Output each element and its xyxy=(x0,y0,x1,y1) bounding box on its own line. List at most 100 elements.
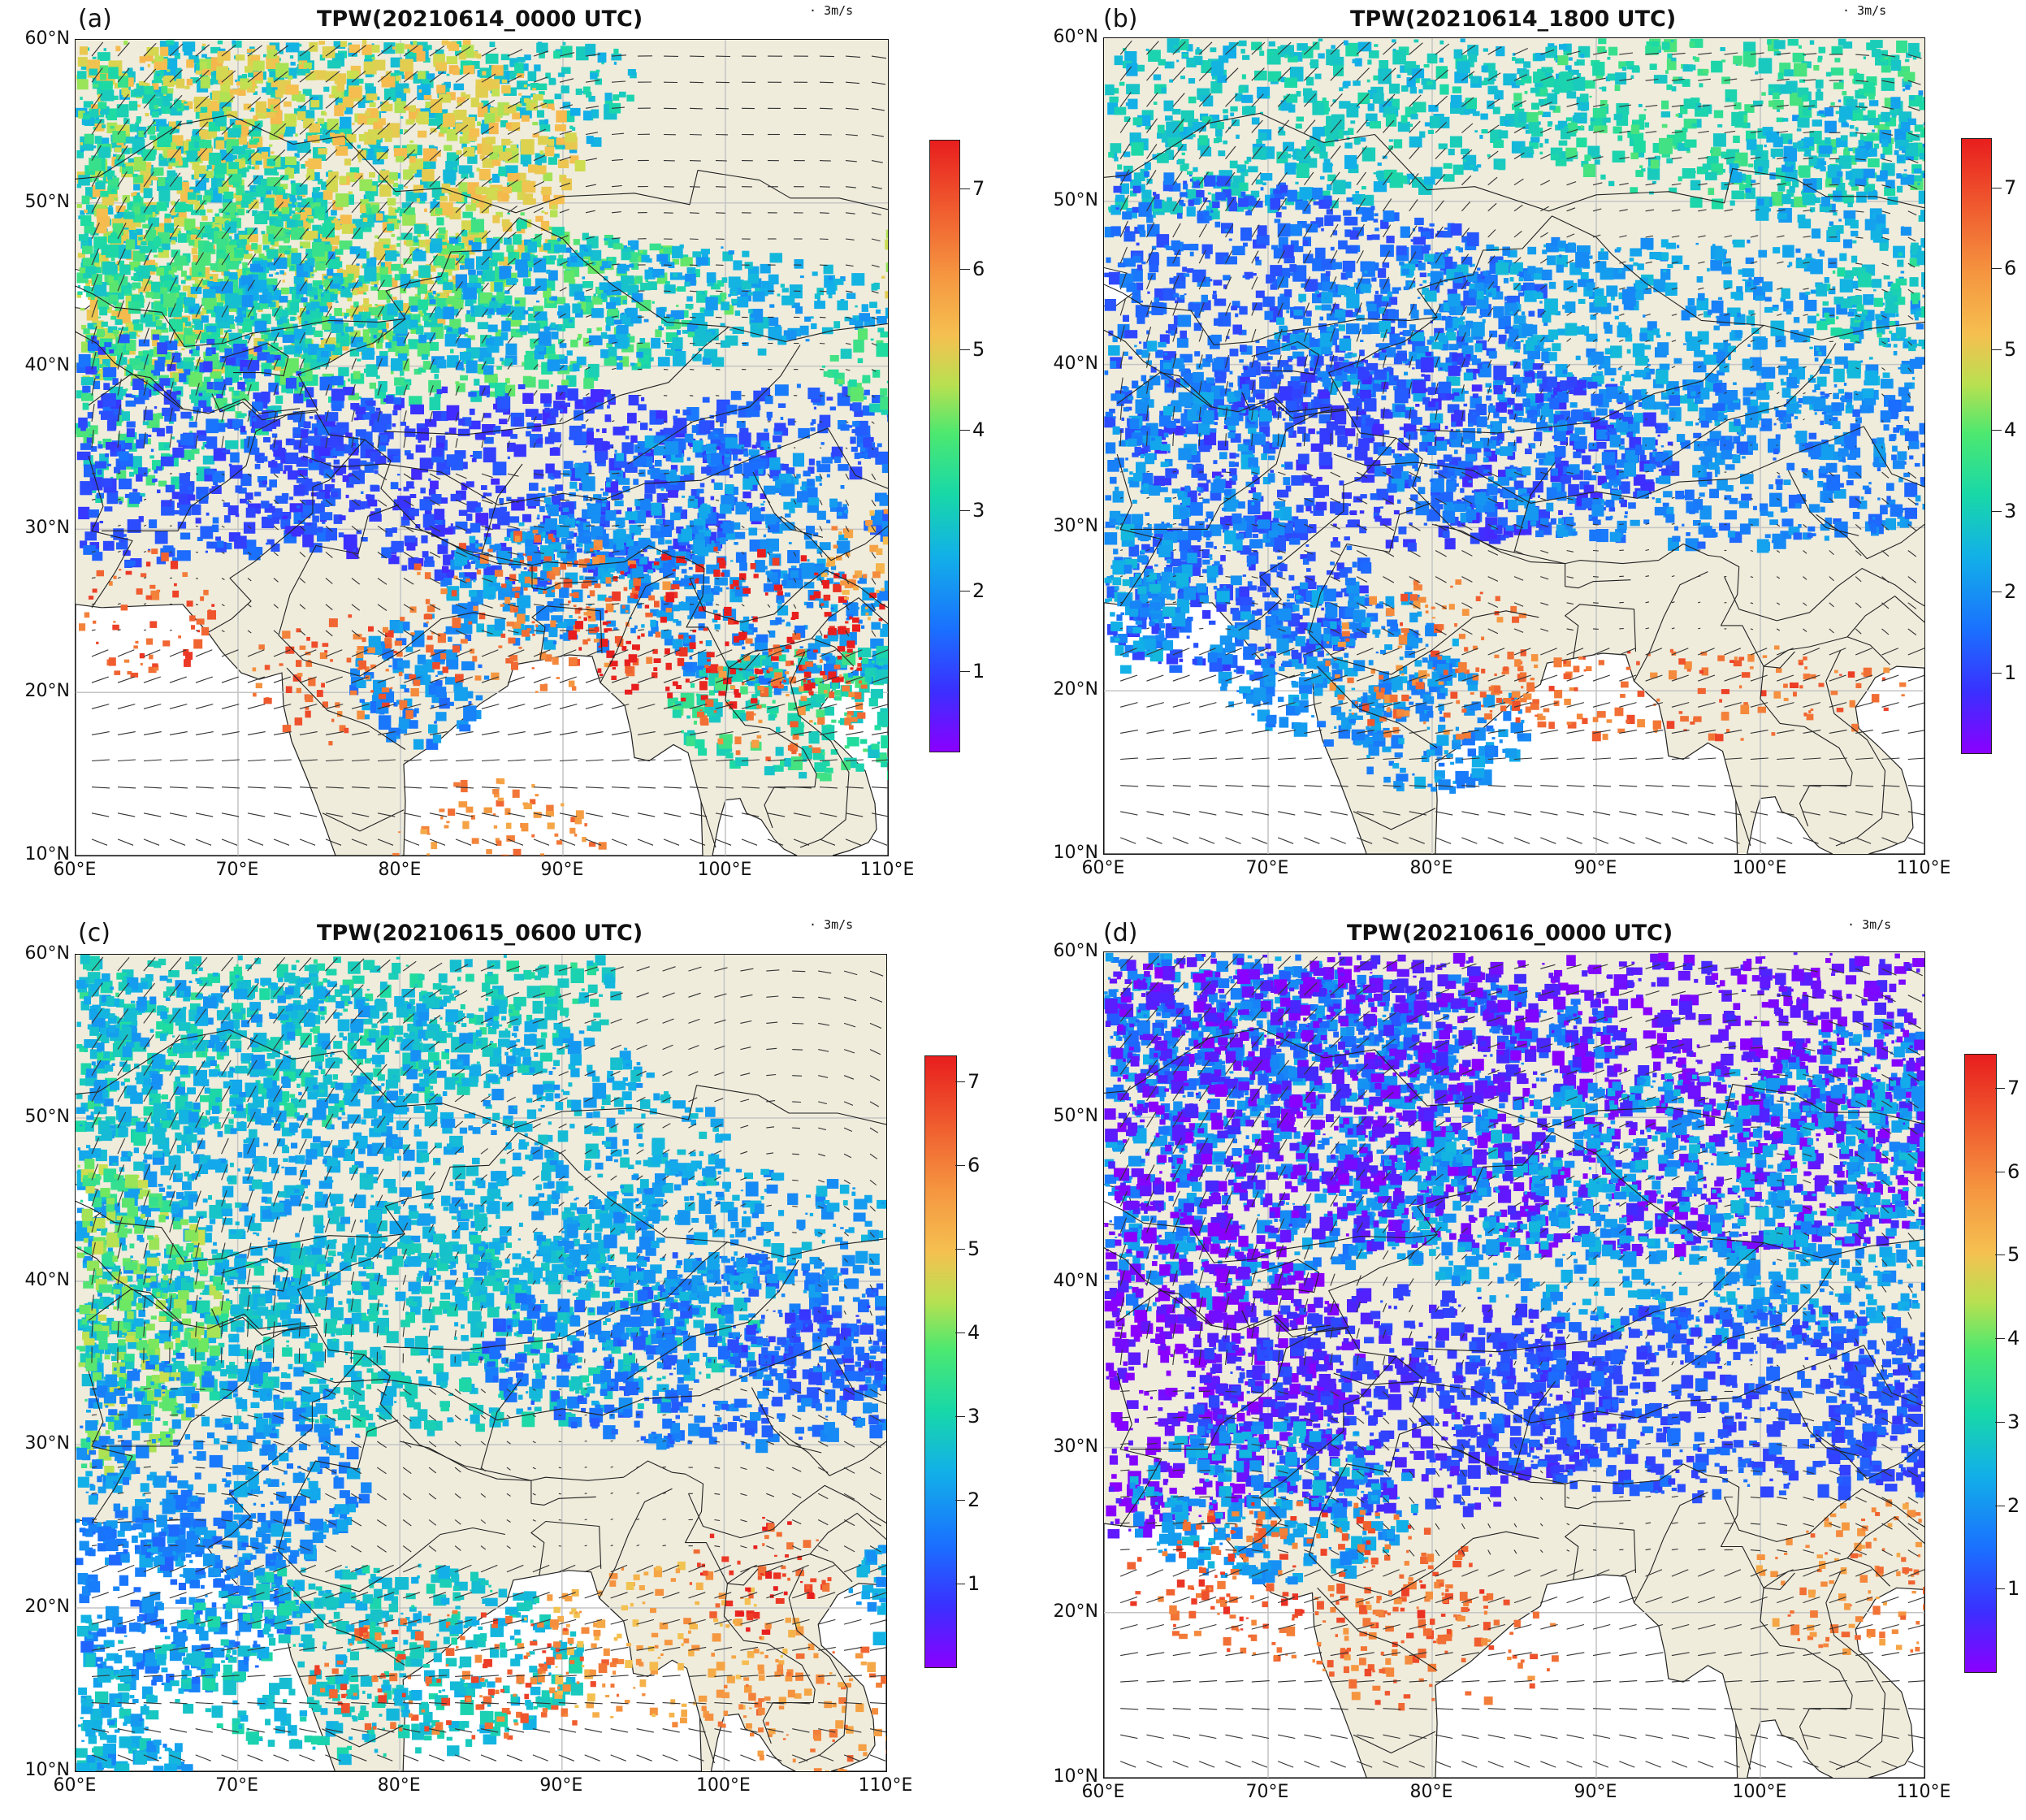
ocean-south-china-sea xyxy=(817,1583,886,1771)
colorbar-tick: 4 xyxy=(959,418,985,441)
panel-b: (b) TPW(20210614_1800 UTC) · 3m/s 60°N 50… xyxy=(1025,0,2026,910)
longitude-label: 80°E xyxy=(354,1775,444,1796)
colorbar-tick: 7 xyxy=(955,1070,980,1093)
panel-tag: (a) xyxy=(78,5,112,33)
latitude-label: 50°N xyxy=(5,192,70,212)
panel-title: TPW(20210616_0000 UTC) xyxy=(1347,921,1673,946)
latitude-label: 40°N xyxy=(1033,353,1098,374)
wind-scale-label: · 3m/s xyxy=(1842,3,1886,18)
colorbar-tick: 5 xyxy=(955,1237,980,1260)
colorbar-tick: 2 xyxy=(1991,580,2016,603)
ocean-south-china-sea xyxy=(1855,665,1924,854)
longitude-label: 110°E xyxy=(1879,1782,1968,1802)
longitude-label: 110°E xyxy=(1879,858,1968,878)
longitude-label: 90°E xyxy=(517,1775,606,1796)
ocean-south-china-sea xyxy=(1855,1587,1924,1778)
longitude-label: 70°E xyxy=(1223,1782,1312,1802)
country-borders xyxy=(1104,112,1924,847)
panel-tag: (c) xyxy=(78,919,110,947)
latitude-label: 30°N xyxy=(5,518,70,538)
colorbar-tick: 7 xyxy=(959,177,985,200)
colorbar-tick: 3 xyxy=(959,499,985,522)
map-frame[interactable] xyxy=(1103,37,1925,855)
colorbar-tick: 3 xyxy=(955,1405,980,1428)
colorbar-tick: 5 xyxy=(1991,338,2016,361)
longitude-label: 100°E xyxy=(680,860,769,880)
latitude-label: 50°N xyxy=(1033,1106,1098,1126)
latitude-label: 20°N xyxy=(1033,679,1098,700)
colorbar-tick: 6 xyxy=(955,1154,980,1176)
latitude-label: 10°N xyxy=(5,1760,70,1780)
longitude-label: 80°E xyxy=(1387,1782,1476,1802)
tpw-field xyxy=(76,955,886,1771)
latitude-label: 60°N xyxy=(5,943,70,964)
longitude-label: 90°E xyxy=(1551,1782,1640,1802)
panel-title: TPW(20210614_1800 UTC) xyxy=(1350,6,1676,32)
latitude-label: 50°N xyxy=(1033,190,1098,210)
latitude-label: 20°N xyxy=(1033,1601,1098,1622)
panel-c: (c) TPW(20210615_0600 UTC) · 3m/s 60°N 50… xyxy=(0,914,1013,1820)
panel-tag: (d) xyxy=(1103,919,1137,947)
longitude-label: 70°E xyxy=(1223,858,1312,878)
map-canvas xyxy=(76,40,888,856)
colorbar-tick: 6 xyxy=(1991,257,2016,280)
longitude-label: 70°E xyxy=(193,1775,282,1796)
map-canvas xyxy=(1104,952,1924,1778)
longitude-label: 100°E xyxy=(678,1775,768,1796)
longitude-label: 60°E xyxy=(30,860,119,880)
map-frame[interactable] xyxy=(75,39,889,856)
colorbar-tick: 6 xyxy=(959,258,985,280)
wind-scale-label: · 3m/s xyxy=(809,917,853,932)
colorbar-tick: 7 xyxy=(1994,1077,2020,1099)
colorbar-tick: 5 xyxy=(959,338,985,361)
latitude-label: 40°N xyxy=(5,355,70,375)
colorbar-tick: 1 xyxy=(1994,1577,2020,1600)
colorbar: 1 2 3 4 5 6 7 xyxy=(929,140,985,752)
wind-vectors xyxy=(91,956,886,1762)
colorbar-tick: 3 xyxy=(1991,500,2016,522)
colorbar-tick: 2 xyxy=(1994,1494,2020,1517)
longitude-label: 90°E xyxy=(1551,858,1640,878)
colorbar-tick: 4 xyxy=(1991,418,2016,441)
colorbar-tick: 6 xyxy=(1994,1160,2020,1183)
panel-d: (d) TPW(20210616_0000 UTC) · 3m/s 60°N 50… xyxy=(1025,914,2026,1820)
longitude-label: 90°E xyxy=(517,860,607,880)
country-borders xyxy=(1104,1027,1924,1770)
colorbar-tick: 7 xyxy=(1991,176,2016,199)
panel-title: TPW(20210614_0000 UTC) xyxy=(317,6,643,32)
map-frame[interactable] xyxy=(1103,951,1925,1779)
tpw-field xyxy=(76,40,888,856)
latitude-label: 40°N xyxy=(1033,1271,1098,1291)
map-frame[interactable] xyxy=(75,954,887,1772)
longitude-label: 100°E xyxy=(1715,858,1804,878)
ocean-gulf-of-thailand xyxy=(1747,796,1833,854)
map-canvas xyxy=(1104,38,1924,854)
map-canvas xyxy=(76,955,886,1771)
latitude-label: 60°N xyxy=(5,28,70,49)
latitude-label: 50°N xyxy=(5,1107,70,1127)
ocean-gulf-of-thailand xyxy=(1747,1719,1833,1778)
longitude-label: 110°E xyxy=(842,860,932,880)
panel-tag: (b) xyxy=(1103,5,1137,33)
latitude-label: 30°N xyxy=(1033,1436,1098,1457)
colorbar-tick: 2 xyxy=(959,579,985,602)
colorbar-tick: 1 xyxy=(959,660,985,682)
latitude-label: 60°N xyxy=(1033,941,1098,961)
longitude-label: 110°E xyxy=(841,1775,930,1796)
colorbar-tick: 1 xyxy=(955,1572,980,1595)
tpw-field xyxy=(1104,38,1924,794)
tpw-field xyxy=(1104,952,1924,1711)
colorbar: 1 2 3 4 5 6 7 xyxy=(924,1055,980,1668)
longitude-label: 80°E xyxy=(1387,858,1476,878)
colorbar-tick: 3 xyxy=(1994,1410,2020,1433)
ocean-gulf-of-thailand xyxy=(712,798,798,856)
ocean-gulf-of-thailand xyxy=(710,1714,796,1771)
latitude-label: 10°N xyxy=(5,844,70,864)
colorbar-tick: 4 xyxy=(1994,1327,2020,1350)
ocean-indian xyxy=(76,604,703,856)
longitude-label: 60°E xyxy=(1058,1782,1148,1802)
latitude-label: 10°N xyxy=(1033,843,1098,863)
colorbar-tick: 2 xyxy=(955,1488,980,1511)
colorbar: 1 2 3 4 5 6 7 xyxy=(1964,1054,2020,1673)
colorbar: 1 2 3 4 5 6 7 xyxy=(1961,138,2016,754)
